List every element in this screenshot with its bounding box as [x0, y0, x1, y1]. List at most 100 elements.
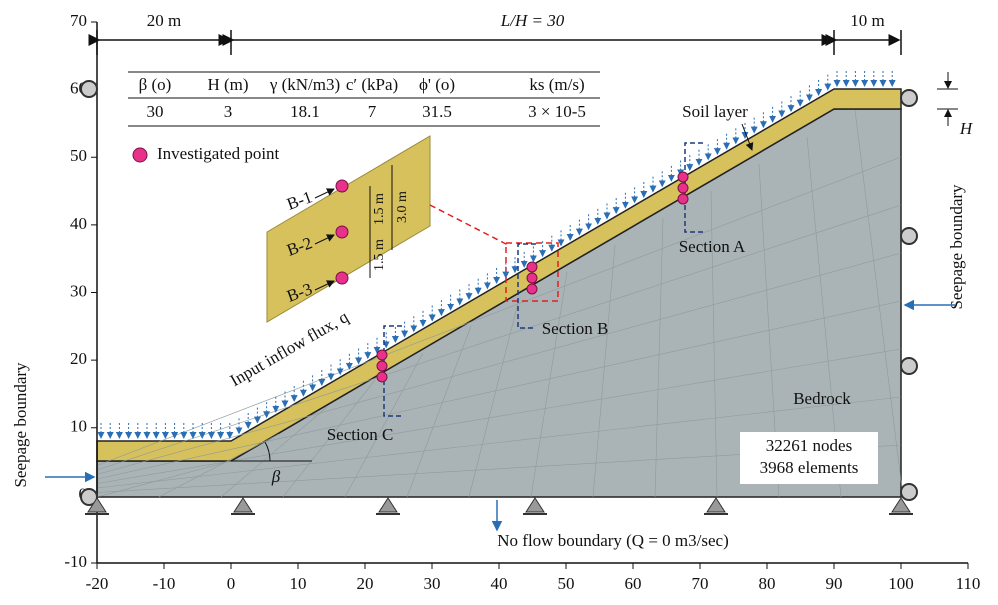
- table-header: c′ (kPa): [346, 75, 398, 94]
- soil-layer-label: Soil layer: [682, 102, 748, 121]
- bedrock-label: Bedrock: [793, 389, 851, 408]
- x-tick-label: 10: [290, 574, 307, 593]
- elements-label: 3968 elements: [760, 458, 859, 477]
- y-tick-label: 50: [70, 146, 87, 165]
- mesh-line: [530, 271, 568, 498]
- table-header: ks (m/s): [529, 75, 584, 94]
- scene: -10010203040506070-20-100102030405060708…: [11, 11, 981, 593]
- h-label: H: [959, 119, 974, 138]
- investigated-point: [335, 179, 349, 193]
- y-tick-label: 40: [70, 214, 87, 233]
- investigated-point: [376, 349, 388, 361]
- roller: [900, 357, 918, 375]
- section-label: Section A: [679, 237, 746, 256]
- x-tick-label: 40: [491, 574, 508, 593]
- dimension-label: 10 m: [850, 11, 884, 30]
- y-tick-label: 30: [70, 281, 87, 300]
- info-box: [740, 432, 878, 484]
- legend-marker: [132, 147, 148, 163]
- table-cell: 18.1: [290, 102, 320, 121]
- mesh-line: [654, 217, 664, 498]
- investigated-point: [376, 360, 388, 372]
- y-tick-label: 70: [70, 11, 87, 30]
- table-cell: 3: [224, 102, 233, 121]
- section-line: [684, 142, 703, 233]
- inflow-label: Input inflow flux, q: [227, 307, 352, 390]
- mesh-line: [96, 300, 902, 480]
- angle-arc: [264, 441, 271, 462]
- inset-soil: [266, 135, 431, 323]
- mesh-line: [406, 325, 472, 498]
- mesh-line: [710, 190, 718, 498]
- investigated-point: [526, 261, 538, 273]
- pin-support: [233, 497, 253, 513]
- table-cell: 7: [368, 102, 377, 121]
- y-tick-label: 20: [70, 349, 87, 368]
- investigated-point: [677, 171, 689, 183]
- table-cell: 3 × 10-5: [528, 102, 586, 121]
- mesh-line: [592, 244, 616, 498]
- x-tick-label: 80: [759, 574, 776, 593]
- beta-label: β: [271, 467, 281, 486]
- no-flow-label: No flow boundary (Q = 0 m3/sec): [497, 531, 728, 550]
- mesh-line: [344, 352, 424, 498]
- legend-text: Investigated point: [157, 144, 280, 163]
- seepage-label: Seepage boundary: [11, 362, 30, 488]
- x-tick-label: 0: [227, 574, 236, 593]
- zoom-line: [429, 204, 509, 246]
- table-cell: 31.5: [422, 102, 452, 121]
- pointer-arrow: [741, 123, 754, 151]
- roller: [80, 80, 98, 98]
- spacing-label: 1.5 m: [372, 239, 387, 271]
- mesh-line: [468, 298, 520, 498]
- seepage-label: Seepage boundary: [947, 184, 966, 310]
- table-header: ϕ' (o): [419, 75, 455, 94]
- mesh-line: [96, 156, 902, 466]
- section-label: Section B: [542, 319, 609, 338]
- y-tick-label: 10: [70, 417, 87, 436]
- nodes-label: 32261 nodes: [766, 436, 852, 455]
- roller: [900, 483, 918, 501]
- pin-support: [891, 497, 911, 513]
- investigated-point: [376, 371, 388, 383]
- mesh-line: [96, 204, 902, 471]
- pin-support: [525, 497, 545, 513]
- pin-support: [87, 497, 107, 513]
- table-cell: 30: [147, 102, 164, 121]
- soil-layer: [96, 88, 902, 462]
- section-line: [517, 243, 536, 329]
- x-tick-label: -10: [153, 574, 176, 593]
- x-tick-label: 110: [956, 574, 981, 593]
- x-tick-label: 70: [692, 574, 709, 593]
- dimension-label: L/H = 30: [500, 11, 565, 30]
- section-label: Section C: [327, 425, 394, 444]
- mesh-line: [158, 433, 280, 498]
- investigated-point: [526, 272, 538, 284]
- mesh-line: [220, 406, 328, 498]
- section-line: [383, 325, 402, 417]
- pointer-arrow: [314, 188, 335, 199]
- investigated-point: [526, 283, 538, 295]
- spacing-label: 1.5 m: [372, 193, 387, 225]
- x-tick-label: 90: [826, 574, 843, 593]
- mesh-line: [96, 396, 902, 489]
- pin-support: [706, 497, 726, 513]
- x-tick-label: 50: [558, 574, 575, 593]
- y-tick-label: -10: [64, 552, 87, 571]
- x-tick-label: 100: [888, 574, 914, 593]
- table-header: γ (kN/m3): [269, 75, 340, 94]
- investigated-point: [335, 271, 349, 285]
- thickness-label: 3.0 m: [395, 191, 410, 223]
- x-tick-label: 20: [357, 574, 374, 593]
- x-tick-label: 60: [625, 574, 642, 593]
- x-tick-label: -20: [86, 574, 109, 593]
- table-header: H (m): [207, 75, 248, 94]
- investigated-point: [677, 182, 689, 194]
- mesh-line: [282, 379, 376, 498]
- mesh-line: [854, 109, 904, 498]
- dimension-label: 20 m: [147, 11, 181, 30]
- table-header: β (o): [139, 75, 172, 94]
- investigated-point: [335, 225, 349, 239]
- roller: [900, 227, 918, 245]
